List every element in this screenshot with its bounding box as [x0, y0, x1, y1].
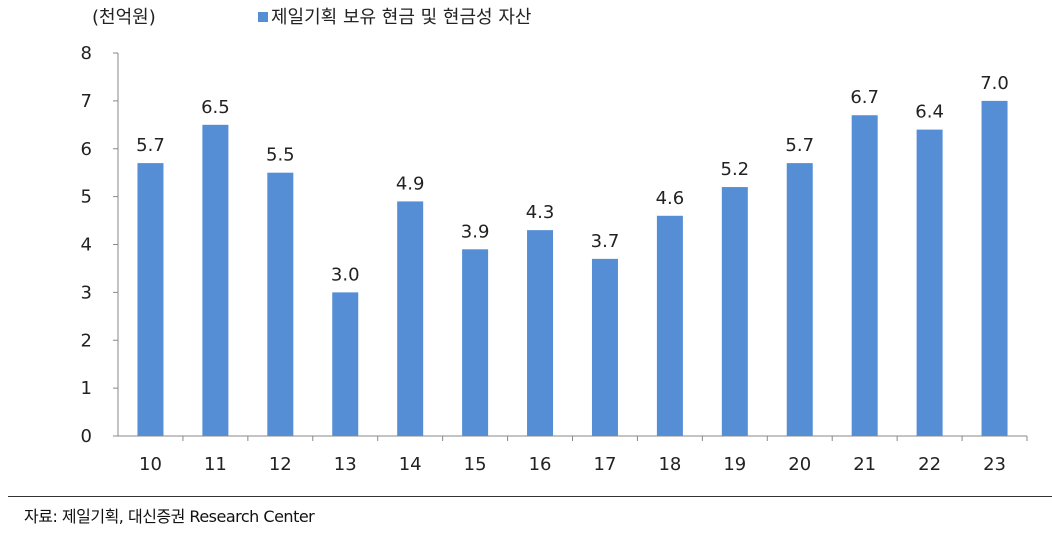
x-tick-label: 20	[788, 454, 811, 475]
x-tick-label: 12	[269, 454, 292, 475]
y-tick-label: 0	[81, 426, 92, 447]
data-label: 4.9	[396, 173, 425, 194]
x-tick-label: 23	[983, 454, 1006, 475]
y-tick-label: 1	[81, 378, 92, 399]
bar	[916, 129, 943, 436]
source-divider	[8, 496, 1052, 497]
bar	[591, 258, 618, 436]
y-tick-label: 4	[81, 235, 92, 256]
bar	[656, 215, 683, 436]
x-tick-label: 21	[853, 454, 876, 475]
bar	[462, 249, 489, 436]
x-tick-label: 19	[723, 454, 746, 475]
bar	[137, 163, 164, 437]
bar	[527, 230, 554, 436]
source-note: 자료: 제일기획, 대신증권 Research Center	[24, 507, 315, 526]
data-label: 5.5	[266, 145, 295, 166]
data-label: 5.7	[136, 135, 165, 156]
data-labels: 5.7 6.5 5.5 3.0 4.9 3.9 4.3 3.7 4.6 5.2 5.7 6.7 6.4 7…	[136, 73, 1009, 286]
bar	[786, 163, 813, 437]
x-tick-label: 18	[658, 454, 681, 475]
data-label: 6.7	[850, 87, 879, 108]
legend-label: 제일기획 보유 현금 및 현금성 자산	[271, 7, 531, 28]
y-tick-label: 5	[81, 187, 92, 208]
x-tick-label: 14	[399, 454, 422, 475]
bar	[397, 201, 424, 436]
y-tick-label: 8	[81, 43, 92, 64]
y-axis: 0 1 2 3 4 5 6 7 8	[81, 43, 119, 447]
legend-swatch	[258, 12, 268, 22]
bar	[981, 100, 1008, 436]
x-tick-label: 22	[918, 454, 941, 475]
x-tick-label: 17	[594, 454, 617, 475]
x-tick-label: 11	[204, 454, 227, 475]
bar	[267, 172, 294, 436]
data-label: 5.2	[721, 159, 750, 180]
unit-label: (천억원)	[92, 7, 156, 28]
data-label: 3.0	[331, 264, 360, 285]
x-tick-label: 16	[529, 454, 552, 475]
bars	[137, 100, 1008, 437]
x-tick-label: 13	[334, 454, 357, 475]
y-tick-label: 7	[81, 91, 92, 112]
y-tick-label: 3	[81, 282, 92, 303]
bar	[332, 292, 359, 436]
data-label: 4.3	[526, 202, 555, 223]
x-tick-label: 10	[139, 454, 162, 475]
x-tick-label: 15	[464, 454, 487, 475]
bar	[202, 124, 229, 436]
y-tick-label: 6	[81, 139, 92, 160]
data-label: 6.5	[201, 97, 230, 118]
y-tick-label: 2	[81, 330, 92, 351]
data-label: 7.0	[980, 73, 1009, 94]
bar	[721, 187, 748, 436]
data-label: 5.7	[785, 135, 814, 156]
data-label: 3.9	[461, 221, 490, 242]
data-label: 6.4	[915, 102, 944, 123]
x-axis: 10 11 12 13 14 15 16 17 18 19 20 21 22 23	[118, 435, 1028, 475]
bar	[851, 115, 878, 437]
data-label: 3.7	[591, 231, 620, 252]
data-label: 4.6	[656, 188, 685, 209]
